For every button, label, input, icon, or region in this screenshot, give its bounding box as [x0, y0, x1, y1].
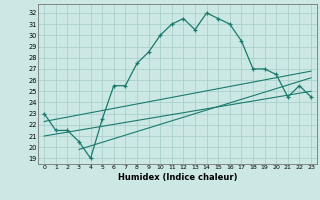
X-axis label: Humidex (Indice chaleur): Humidex (Indice chaleur)	[118, 173, 237, 182]
